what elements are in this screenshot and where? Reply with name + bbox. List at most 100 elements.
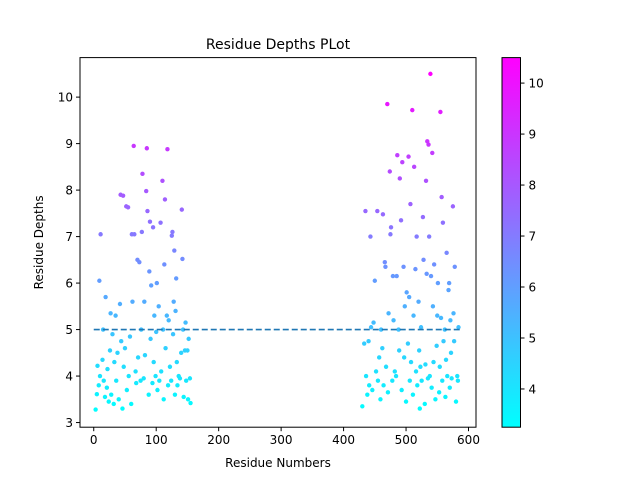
y-tick-label: 4 bbox=[65, 369, 73, 383]
scatter-point bbox=[158, 220, 163, 225]
scatter-point bbox=[390, 378, 395, 383]
scatter-point bbox=[111, 401, 116, 407]
scatter-point bbox=[431, 359, 436, 365]
scatter-point bbox=[428, 71, 433, 77]
scatter-point bbox=[403, 399, 409, 404]
scatter-point bbox=[159, 369, 164, 374]
scatter-point bbox=[106, 399, 111, 404]
scatter-point bbox=[410, 392, 416, 397]
scatter-point bbox=[117, 301, 123, 307]
scatter-point bbox=[139, 229, 145, 235]
scatter-point bbox=[135, 355, 141, 360]
scatter-point bbox=[415, 383, 420, 388]
scatter-point bbox=[428, 273, 434, 279]
scatter-point bbox=[183, 378, 189, 383]
scatter-point bbox=[418, 325, 424, 330]
x-tick-label: 500 bbox=[395, 433, 418, 447]
scatter-point bbox=[151, 359, 156, 365]
scatter-point bbox=[164, 313, 170, 318]
x-axis-label: Residue Numbers bbox=[225, 456, 331, 470]
scatter-point bbox=[440, 378, 445, 383]
scatter-point bbox=[124, 387, 130, 393]
y-tick-label: 9 bbox=[65, 137, 73, 151]
scatter-point bbox=[443, 394, 448, 400]
scatter-point bbox=[93, 407, 98, 412]
scatter-point bbox=[172, 392, 178, 397]
y-axis-label: Residue Depths bbox=[32, 195, 46, 289]
scatter-point bbox=[145, 208, 150, 214]
scatter-point bbox=[127, 334, 133, 339]
scatter-point bbox=[108, 311, 113, 316]
scatter-point bbox=[177, 376, 183, 381]
scatter-point bbox=[416, 299, 421, 304]
scatter-point bbox=[130, 299, 135, 304]
scatter-point bbox=[120, 406, 125, 411]
scatter-point bbox=[148, 336, 153, 342]
plot-frame bbox=[79, 57, 477, 428]
scatter-point bbox=[437, 364, 442, 369]
scatter-point bbox=[97, 278, 102, 283]
scatter-point bbox=[365, 392, 370, 397]
y-tick-label: 6 bbox=[65, 276, 73, 290]
scatter-point bbox=[404, 290, 409, 295]
scatter-point bbox=[407, 378, 412, 383]
scatter-point bbox=[363, 373, 369, 379]
scatter-point bbox=[406, 154, 411, 159]
scatter-point bbox=[131, 143, 136, 149]
scatter-point bbox=[394, 273, 399, 279]
scatter-point bbox=[455, 373, 460, 379]
scatter-point bbox=[180, 327, 186, 332]
scatter-point bbox=[406, 294, 412, 300]
scatter-point bbox=[402, 304, 407, 309]
scatter-point bbox=[142, 299, 147, 304]
colorbar-tick-label: 10 bbox=[529, 76, 544, 90]
scatter-point bbox=[156, 304, 161, 309]
scatter-point bbox=[427, 373, 432, 379]
scatter-point bbox=[366, 383, 372, 388]
scatter-point bbox=[167, 364, 173, 369]
scatter-point bbox=[129, 401, 134, 407]
scatter-point bbox=[393, 373, 399, 379]
scatter-point bbox=[421, 257, 426, 263]
scatter-point bbox=[147, 269, 152, 274]
scatter-point bbox=[455, 378, 461, 383]
scatter-point bbox=[423, 362, 428, 367]
scatter-point bbox=[144, 146, 150, 151]
scatter-point bbox=[155, 387, 160, 393]
scatter-point bbox=[105, 366, 110, 372]
scatter-point bbox=[122, 345, 128, 351]
scatter-point bbox=[97, 373, 103, 379]
scatter-point bbox=[447, 385, 452, 390]
scatter-point bbox=[419, 378, 424, 383]
scatter-point bbox=[417, 406, 422, 411]
scatter-point bbox=[375, 378, 381, 383]
colorbar-tick-label: 4 bbox=[529, 382, 537, 396]
y-axis: 3 4 5 6 7 8 9 10 bbox=[58, 90, 80, 430]
scatter-point bbox=[423, 178, 429, 183]
scatter-point bbox=[446, 287, 451, 293]
scatter-point bbox=[174, 359, 180, 365]
colorbar-tick-label: 5 bbox=[529, 331, 537, 345]
scatter-point bbox=[387, 169, 392, 174]
scatter-point bbox=[368, 325, 374, 330]
scatter-point bbox=[438, 315, 444, 321]
scatter-point bbox=[401, 264, 406, 270]
scatter-point bbox=[371, 320, 376, 325]
scatter-point bbox=[137, 259, 142, 265]
scatter-point bbox=[116, 397, 121, 402]
scatter-point bbox=[378, 397, 383, 402]
scatter-point bbox=[413, 369, 419, 374]
scatter-point bbox=[186, 336, 191, 342]
scatter-point bbox=[188, 400, 193, 406]
scatter-point bbox=[173, 308, 178, 314]
scatter-point bbox=[102, 394, 108, 400]
scatter-point bbox=[414, 234, 419, 239]
x-axis: 0 100 200 300 400 500 600 bbox=[90, 427, 480, 447]
scatter-point bbox=[178, 350, 184, 356]
scatter-point bbox=[382, 259, 388, 265]
scatter-point bbox=[166, 318, 171, 323]
scatter-point bbox=[426, 234, 432, 239]
y-tick-label: 3 bbox=[65, 416, 73, 430]
scatter-point bbox=[172, 248, 177, 253]
